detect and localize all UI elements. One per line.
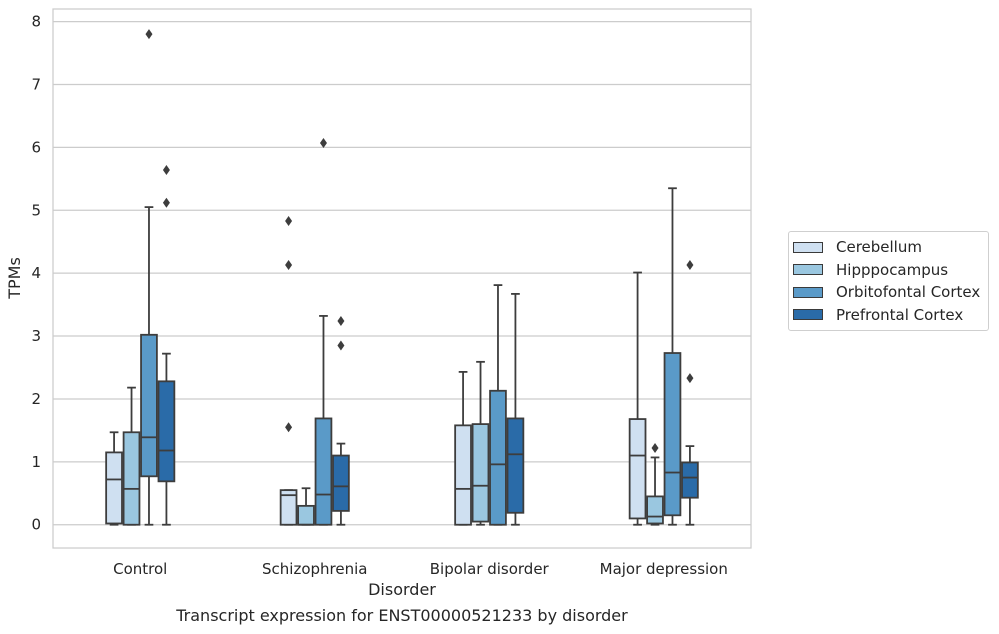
y-tick-label-2: 2: [31, 390, 41, 408]
legend-item-1: Cerebellum: [789, 236, 988, 259]
box-4-1: [628, 271, 647, 526]
box-body: [628, 418, 647, 520]
outlier-point: [686, 373, 694, 384]
y-tick-label-8: 8: [31, 13, 41, 31]
plot-area-frame: [52, 8, 752, 549]
outlier-point: [337, 340, 345, 351]
box-1-1: [105, 431, 123, 526]
y-tick-label-6: 6: [31, 138, 41, 156]
legend-swatch: [793, 264, 823, 276]
y-tick-label-7: 7: [31, 75, 41, 93]
box-1-2: [122, 386, 141, 526]
box-4-4: [681, 259, 699, 526]
box-3-3: [489, 284, 507, 526]
legend-label: Hipppocampus: [836, 260, 949, 279]
legend-item-4: Prefrontal Cortex: [789, 304, 988, 327]
box-body: [646, 495, 664, 525]
box-body: [332, 454, 350, 512]
box-body: [105, 451, 123, 525]
outlier-point: [162, 197, 170, 208]
y-tick-label-5: 5: [31, 201, 41, 219]
box-2-3: [314, 137, 333, 526]
box-body: [279, 489, 298, 526]
box-body: [314, 417, 333, 526]
box-4-3: [663, 187, 682, 526]
y-axis-title: TPMs: [5, 257, 24, 300]
box-3-2: [471, 360, 490, 526]
box-body: [140, 333, 158, 478]
outlier-point: [285, 259, 293, 270]
outlier-point: [162, 165, 170, 176]
box-body: [454, 424, 472, 526]
legend-swatch: [793, 309, 823, 321]
outlier-point: [145, 29, 153, 40]
x-tick-label-4: Major depression: [600, 560, 728, 578]
legend-label: Orbitofontal Cortex: [836, 283, 981, 302]
box-body: [297, 504, 315, 526]
x-tick-label-2: Schizophrenia: [262, 560, 367, 578]
y-tick-labels: 0 1 2 3 4 5 6 7 8: [31, 13, 41, 534]
box-1-3: [140, 29, 158, 526]
outlier-point: [319, 137, 327, 148]
legend-item-3: Orbitofontal Cortex: [789, 281, 988, 304]
y-tick-label-0: 0: [31, 516, 41, 534]
box-body: [157, 380, 176, 483]
box-3-4: [506, 293, 525, 526]
outlier-point: [651, 442, 659, 453]
legend-swatch: [793, 241, 823, 253]
box-2-4: [332, 315, 350, 526]
box-4-2: [646, 442, 664, 526]
x-tick-label-1: Control: [113, 560, 167, 578]
box-1-4: [157, 165, 176, 526]
boxes: [105, 29, 699, 526]
legend-label: Cerebellum: [836, 238, 922, 257]
box-body: [122, 431, 141, 526]
y-tick-label-3: 3: [31, 327, 41, 345]
chart-caption: Transcript expression for ENST0000052123…: [176, 606, 628, 625]
outlier-point: [686, 259, 694, 270]
legend-label: Prefrontal Cortex: [836, 305, 964, 324]
box-body: [681, 461, 699, 499]
box-body: [489, 389, 507, 526]
legend-swatch: [793, 286, 823, 298]
box-3-1: [454, 370, 472, 526]
outlier-point: [285, 422, 293, 433]
legend-item-2: Hipppocampus: [789, 259, 988, 282]
box-body: [471, 423, 490, 523]
x-tick-label-3: Bipolar disorder: [430, 560, 550, 578]
box-body: [506, 417, 525, 514]
x-tick-labels: Control Schizophrenia Bipolar disorder Majo…: [113, 560, 728, 578]
x-axis-title: Disorder: [368, 580, 436, 599]
y-tick-label-4: 4: [31, 264, 41, 282]
box-2-1: [279, 215, 298, 526]
outlier-point: [337, 315, 345, 326]
box-2-2: [297, 487, 315, 526]
outlier-point: [285, 215, 293, 226]
box-body: [663, 352, 682, 517]
legend: Cerebellum Hipppocampus Orbitofontal Corte…: [788, 231, 989, 331]
y-tick-label-1: 1: [31, 453, 41, 471]
